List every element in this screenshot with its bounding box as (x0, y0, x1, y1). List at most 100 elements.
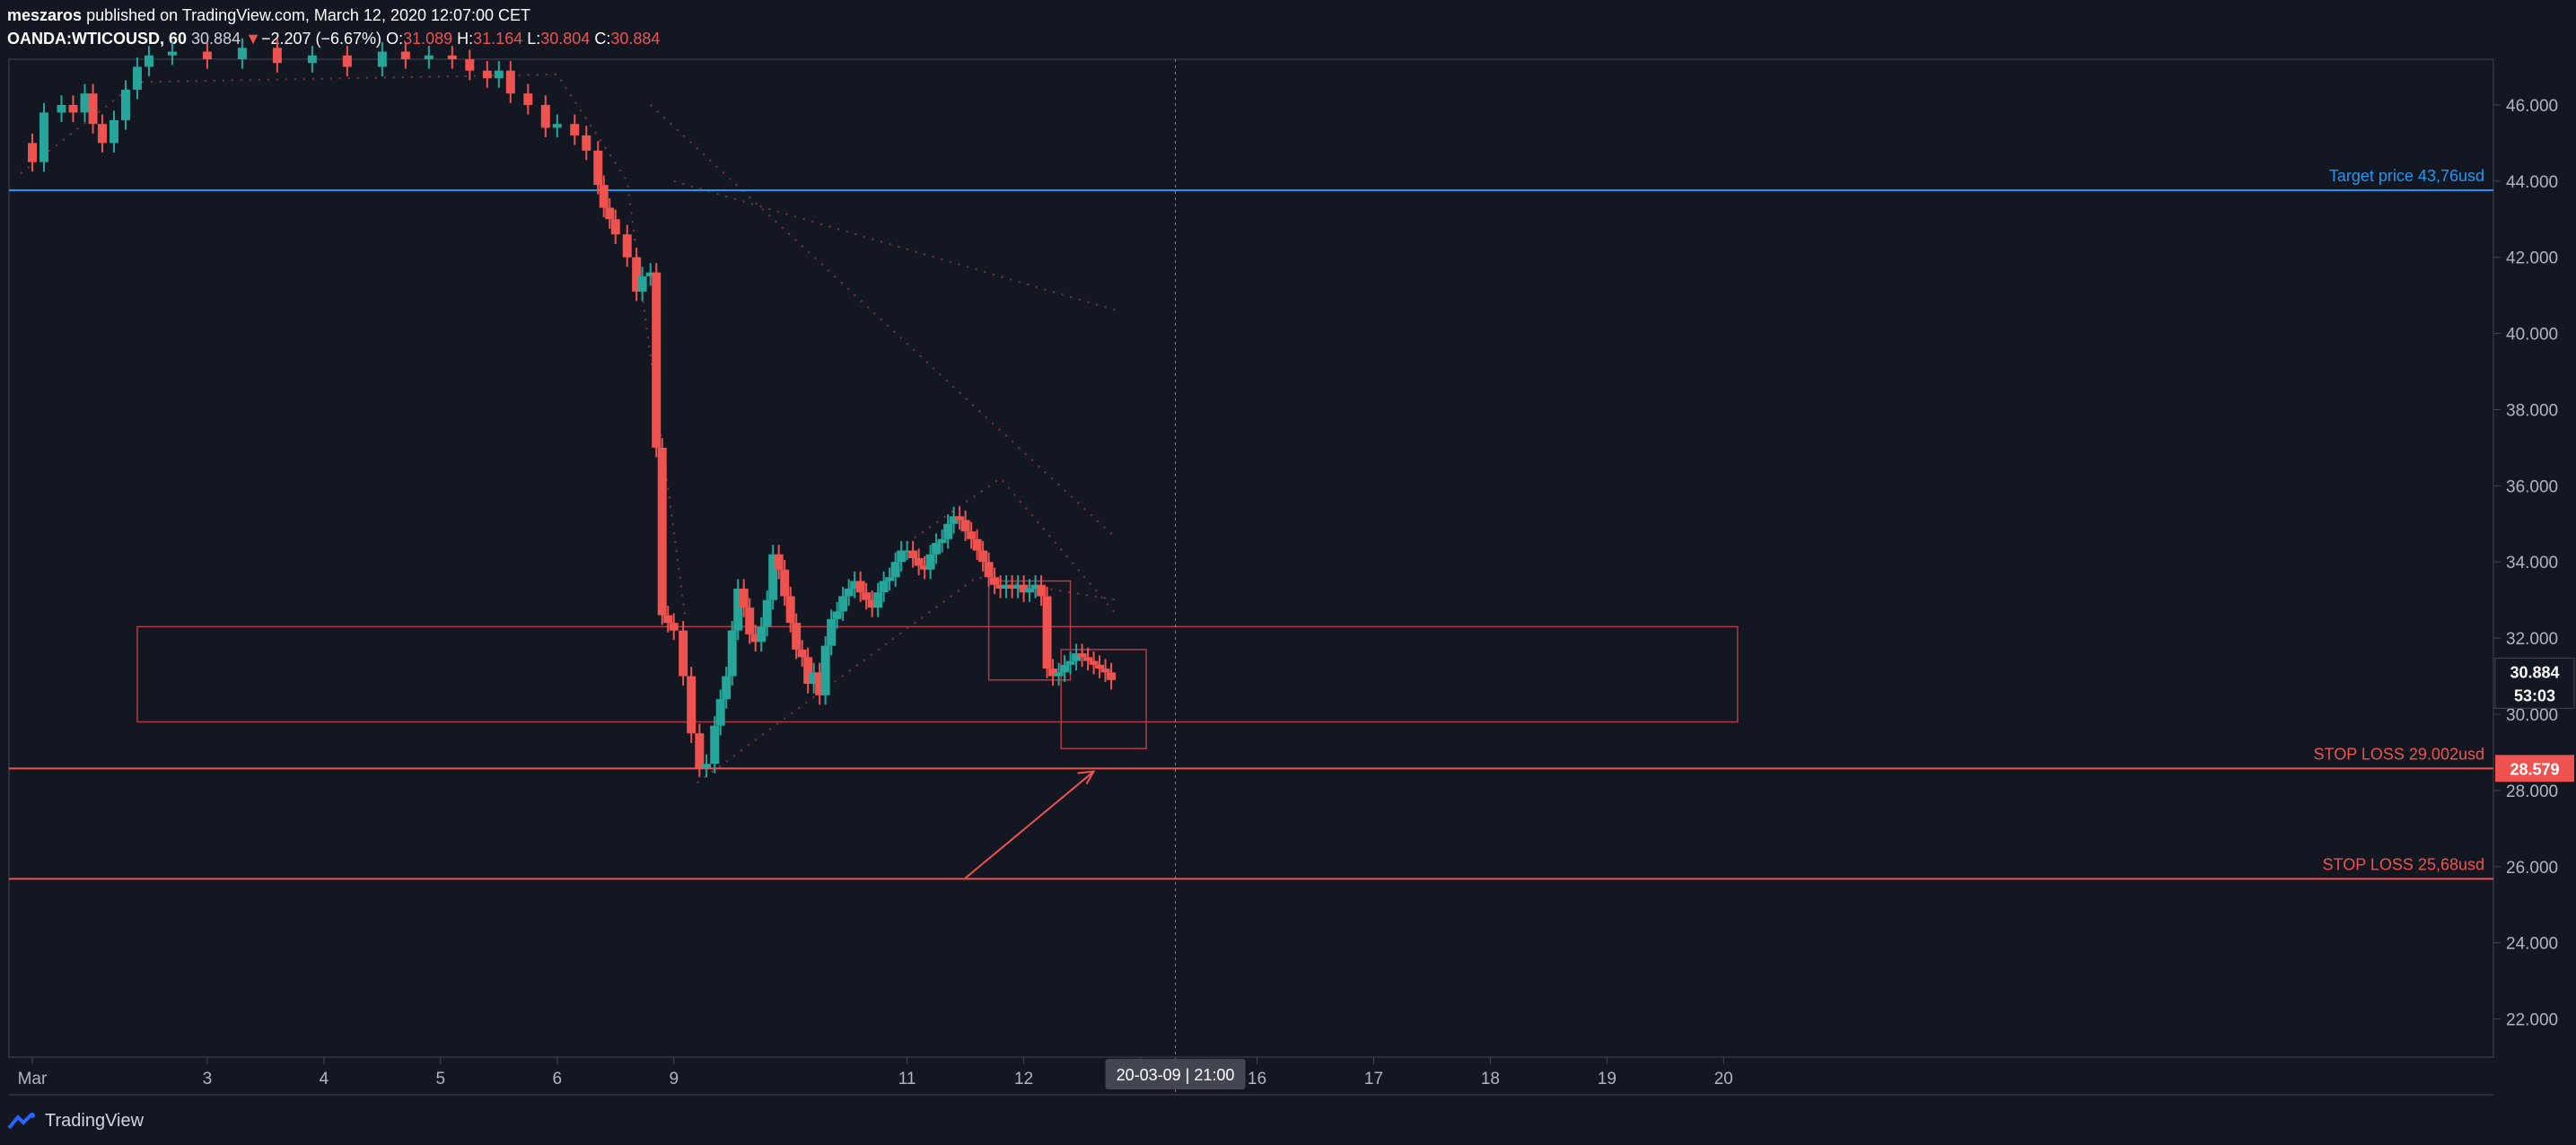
annotation-arrow (964, 770, 1095, 879)
candle-body (803, 657, 813, 685)
candle-body (400, 51, 410, 59)
x-tick-label: 16 (1248, 1070, 1266, 1088)
stop-price-tag (2495, 755, 2574, 782)
candle-body (797, 649, 807, 658)
candle-body (1007, 584, 1017, 589)
candle-body (745, 607, 755, 634)
candle-body (1013, 584, 1023, 589)
bar-countdown: 53:03 (2514, 686, 2555, 704)
candle-body (978, 550, 988, 563)
candle-body (1089, 660, 1099, 665)
candle-body (955, 516, 965, 520)
candle-body (1054, 672, 1064, 677)
y-tick-label: 24.000 (2506, 935, 2558, 954)
candle-body (482, 70, 492, 79)
candle-body (850, 581, 860, 589)
low-value: 30.804 (540, 30, 591, 48)
candle-body (552, 124, 562, 128)
candle-body (652, 272, 662, 448)
candle-body (377, 51, 387, 67)
candle-body (897, 550, 907, 563)
close-label: C: (594, 30, 611, 48)
candle-body (599, 185, 609, 208)
candle-body (792, 623, 802, 650)
candle-body (1100, 669, 1110, 673)
candle-body (465, 59, 475, 71)
candle-body (820, 645, 830, 695)
y-tick-label: 36.000 (2506, 477, 2558, 496)
candle-body (885, 577, 895, 581)
candle-body (733, 588, 743, 631)
indicator-dots (650, 104, 1118, 540)
brand-name[interactable]: TradingView (45, 1110, 145, 1131)
candle-body (57, 104, 66, 113)
candle-body (972, 538, 982, 551)
tradingview-logo-icon[interactable] (7, 1112, 38, 1130)
candle-body (27, 143, 37, 162)
candle-body (1042, 596, 1052, 669)
low-label: L: (527, 30, 541, 48)
candle-body (827, 618, 837, 646)
candle-body (1002, 584, 1012, 589)
candle-body (727, 630, 737, 677)
candle-body (762, 599, 772, 627)
candle-body (768, 554, 778, 600)
candle-body (605, 207, 615, 220)
candle-body (867, 599, 877, 608)
candle-body (570, 124, 580, 135)
candle-body (202, 51, 212, 59)
candle-body (80, 93, 90, 113)
candle-body (960, 520, 970, 532)
x-tick-label: 18 (1481, 1070, 1500, 1088)
high-value: 31.164 (473, 30, 523, 48)
candle-body (132, 66, 142, 90)
candle-body (785, 596, 795, 624)
y-tick-label: 28.000 (2506, 782, 2558, 801)
candle-body (1048, 669, 1058, 677)
last-price: 30.884 (191, 30, 241, 48)
candle-body (657, 447, 667, 616)
candle-body (1025, 588, 1035, 593)
chart-header: meszaros published on TradingView.com, M… (7, 4, 660, 57)
candle-body (272, 48, 282, 64)
candle-body (622, 234, 632, 258)
candle-body (687, 676, 697, 734)
candle-body (902, 550, 912, 553)
candle-body (447, 55, 457, 59)
candle-body (702, 764, 712, 768)
candle-body (167, 51, 177, 56)
price-zone-box (136, 625, 1739, 723)
candle-body (937, 538, 947, 544)
candle-body (120, 89, 130, 120)
candle-body (632, 257, 642, 292)
x-tick-label: Mar (18, 1070, 48, 1088)
author-name[interactable]: meszaros (7, 6, 83, 24)
level-label: STOP LOSS 25,68usd (2323, 855, 2484, 873)
candle-body (144, 55, 153, 67)
candle-body (815, 672, 825, 695)
candle-body (908, 550, 918, 558)
candle-body (722, 676, 732, 700)
candle-body (780, 569, 790, 597)
candle-body (1072, 653, 1082, 661)
x-tick-label: 11 (898, 1070, 916, 1088)
candle-body (995, 584, 1005, 589)
candle-body (862, 592, 872, 600)
open-value: 31.089 (403, 30, 453, 48)
candle-body (757, 626, 767, 642)
candle-body (873, 592, 883, 608)
plot-frame (8, 58, 2494, 1058)
publish-line: meszaros published on TradingView.com, M… (7, 4, 660, 27)
candle-body (832, 611, 842, 619)
indicator-dots (673, 179, 1117, 312)
current-price-value: 30.884 (2510, 663, 2559, 681)
candle-body (494, 70, 504, 79)
candle-body (540, 104, 550, 128)
candle-body (523, 93, 533, 105)
level-label: Target price 43,76usd (2329, 167, 2484, 185)
candle-body (505, 70, 515, 94)
candle-body (855, 581, 865, 593)
y-tick-label: 38.000 (2506, 401, 2558, 420)
candle-body (68, 104, 78, 113)
